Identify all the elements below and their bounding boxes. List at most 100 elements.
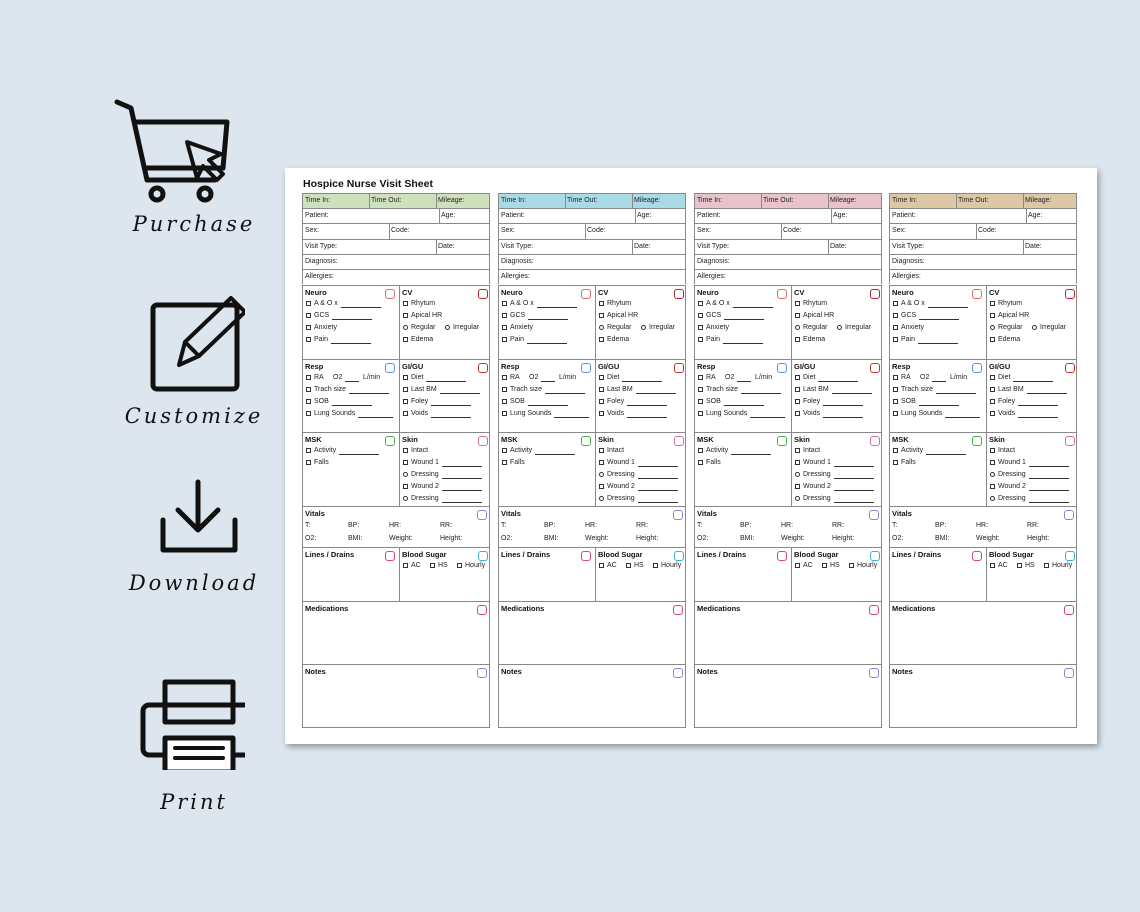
item-label: A & O x [314, 299, 338, 307]
header-label: Date: [438, 242, 455, 250]
radio-button [990, 324, 995, 330]
section-row: Medications [889, 600, 1077, 664]
item-label: O2 [920, 373, 930, 381]
section-icon [673, 509, 683, 520]
blank-line [345, 380, 359, 382]
section-cell: Skin Intact Wound 1 Dressing Wound 2 Dressing [791, 432, 883, 506]
checkbox [893, 410, 898, 416]
checkbox [403, 312, 408, 318]
section-title: Notes [305, 666, 326, 676]
item-label: O2 [333, 373, 343, 381]
section-icon [869, 509, 879, 520]
checkbox [1017, 562, 1022, 568]
vital-label: BMI: [348, 534, 363, 542]
blank-line [1013, 380, 1053, 382]
item-label: Wound 2 [607, 482, 635, 490]
section-cell: GI/GU Diet Last BM Foley Voids [595, 359, 687, 432]
vital-label: BP: [740, 521, 752, 529]
item-label: Trach size [706, 385, 739, 393]
section-row: MSK Activity Falls Skin Intact Wound 1 Dressin… [302, 431, 490, 506]
item-label: A & O x [706, 299, 730, 307]
section-cell: Blood Sugar AC HS Hourly [791, 547, 883, 601]
header-label: Time Out: [371, 197, 402, 204]
blank-line [1018, 416, 1058, 418]
section-title: Blood Sugar [989, 549, 1034, 559]
header-cell [632, 239, 687, 254]
item-label: A & O x [510, 299, 534, 307]
section-title: GI/GU [794, 361, 816, 371]
section-icon [674, 550, 684, 561]
section-icon [385, 288, 395, 299]
checkbox [893, 374, 898, 380]
section-title: Notes [501, 666, 522, 676]
header-label: Allergies: [892, 273, 921, 281]
section-row: Resp RA O2 L/min Trach size SOB Lung Sounds GI/… [889, 358, 1078, 432]
vital-label: Weight: [389, 534, 413, 542]
blank-line [442, 489, 482, 491]
header-row: Patient: Age: [302, 208, 491, 224]
section-cell: CV Rhytum Apical HR Regular Irregular Edema [399, 285, 491, 359]
section-icon [869, 667, 879, 678]
item-label: AC [998, 561, 1008, 569]
item-label: HS [634, 561, 644, 569]
section-row: Notes [694, 663, 882, 728]
header-cell [439, 209, 491, 224]
blank-line [332, 404, 372, 406]
item-label: GCS [314, 311, 330, 319]
item-label: Irregular [649, 323, 676, 331]
blank-line [834, 477, 874, 479]
sidebar-icons [114, 99, 245, 770]
header-row: Patient: Age: [498, 208, 686, 224]
item-label: RA [706, 373, 716, 381]
section-icon [777, 288, 787, 299]
section-cell: CV Rhytum Apical HR Regular Irregular Edema [791, 285, 883, 359]
section-cell: Lines / Drains [890, 548, 986, 601]
item-label: Trach size [510, 385, 543, 393]
checkbox [306, 336, 311, 342]
item-label: Rhytum [607, 299, 632, 307]
section-icon [870, 435, 880, 446]
checkbox [990, 374, 995, 380]
item-label: Wound 1 [803, 458, 831, 466]
checkbox [795, 336, 800, 342]
section-title: Medications [892, 603, 936, 613]
item-label: Lung Sounds [314, 409, 356, 417]
checkbox [502, 447, 507, 453]
section-title: MSK [697, 434, 714, 444]
section-icon [1065, 288, 1075, 299]
section-row: Lines / Drains Blood Sugar AC HS Hourly [694, 546, 883, 601]
checkbox [403, 410, 408, 416]
section-icon [673, 604, 683, 615]
checkbox [698, 336, 703, 342]
item-label: L/min [559, 373, 577, 381]
blank-line [528, 318, 568, 320]
section-icon [674, 435, 684, 446]
item-label: Falls [510, 458, 525, 466]
section-cell: GI/GU Diet Last BM Foley Voids [986, 359, 1078, 432]
checkbox [599, 312, 604, 318]
section-cell: Notes [499, 665, 687, 727]
item-label: Rhytum [998, 299, 1023, 307]
vital-label: Weight: [976, 534, 1000, 542]
section-row: Neuro A & O x GCS Anxiety Pain CV Rhytum Apical… [694, 284, 883, 359]
vital-label: Weight: [585, 534, 609, 542]
checkbox [795, 300, 800, 306]
checkbox [306, 459, 311, 465]
header-row: Patient: Age: [889, 208, 1077, 224]
section-row: Vitals T: BP: HR: RR: O2: BMI: Weight: Height: [302, 505, 490, 547]
blank-line [341, 306, 381, 308]
checkbox [893, 336, 898, 342]
checkbox [502, 324, 507, 330]
blank-line [537, 306, 577, 308]
header-cell [1023, 194, 1078, 208]
item-label: HS [830, 561, 840, 569]
section-row: Notes [498, 663, 687, 728]
header-row: Allergies: [498, 269, 686, 285]
item-label: Irregular [845, 323, 872, 331]
header-cell [632, 194, 687, 208]
form-column: Time In: Time Out: Mileage: Patient: Age: Sex… [889, 193, 1077, 728]
section-title: Resp [892, 361, 911, 371]
section-cell: Lines / Drains [303, 548, 399, 601]
section-row: MSK Activity Falls Skin Intact Wound 1 Dressin… [889, 431, 1077, 506]
